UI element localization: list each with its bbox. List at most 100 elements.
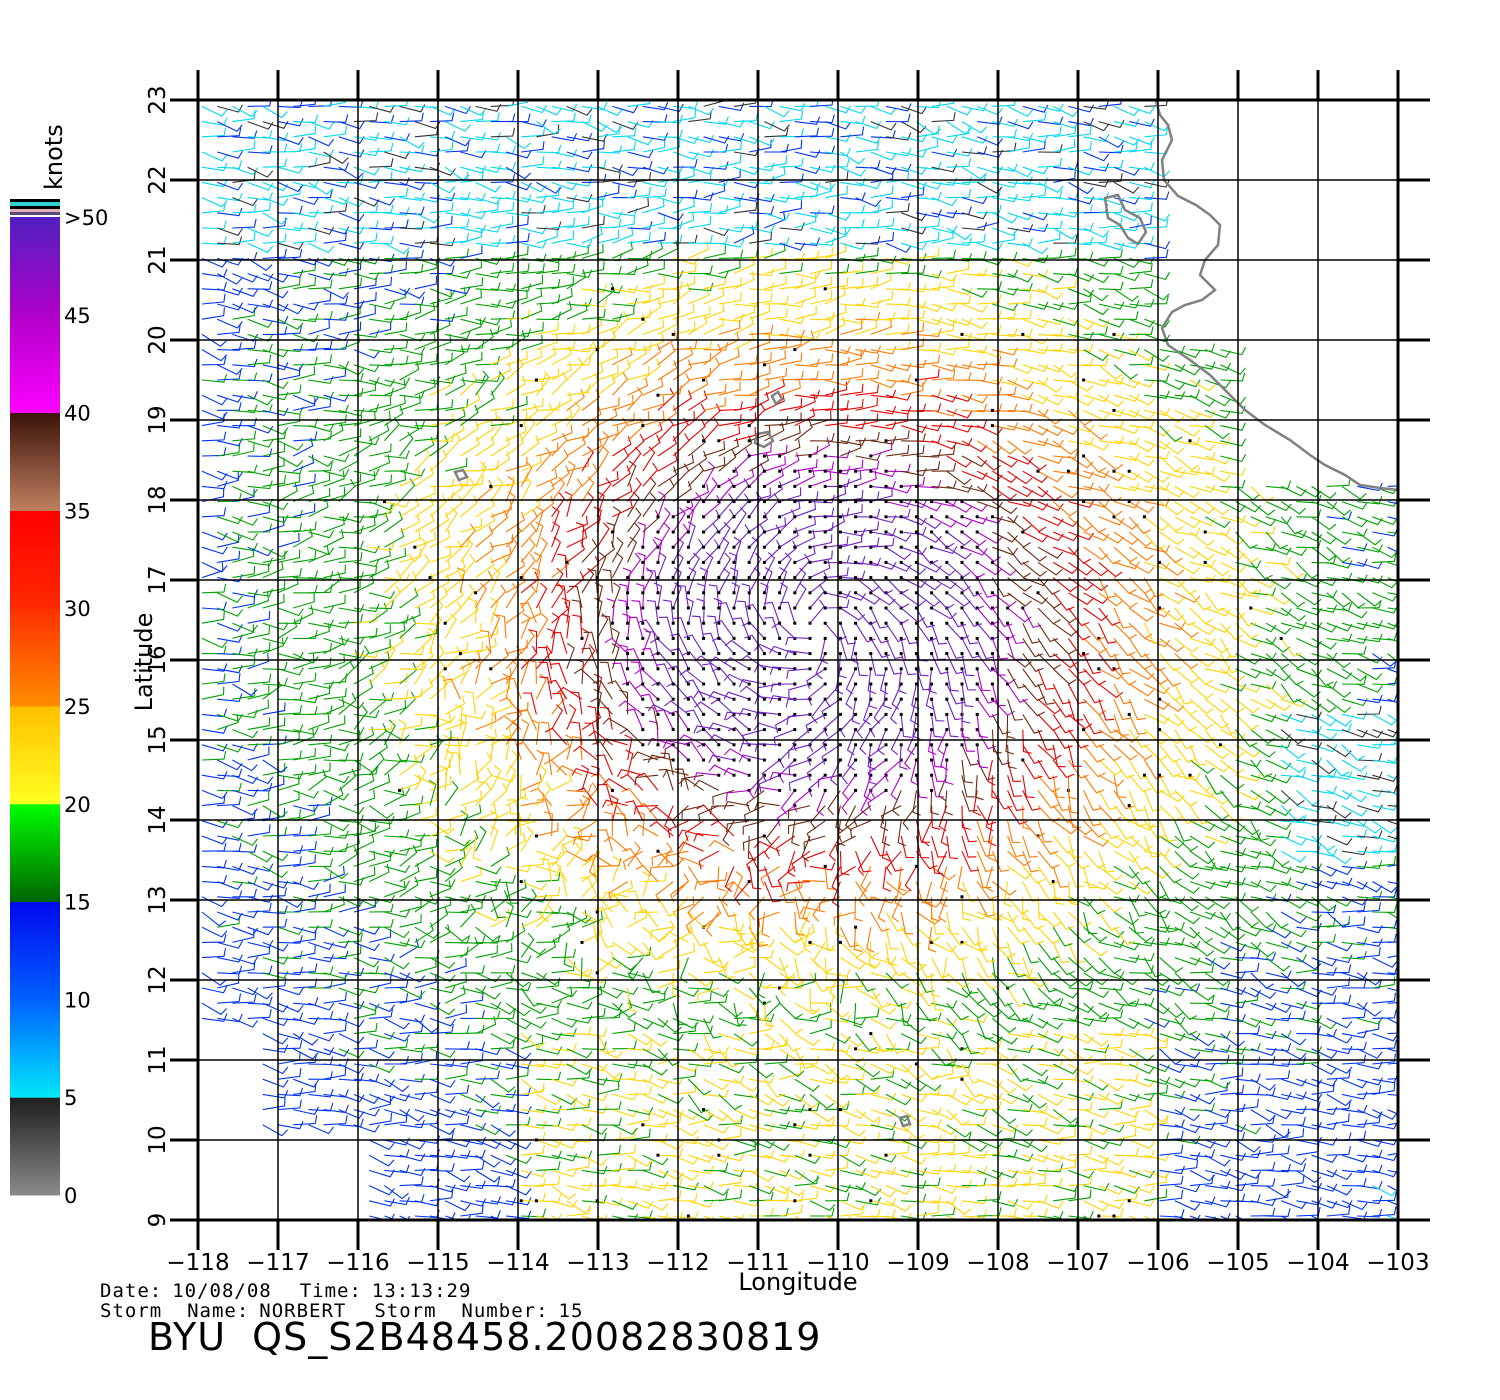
rain-flag-marker bbox=[808, 667, 812, 671]
rain-flag-marker bbox=[838, 773, 842, 777]
wind-barb bbox=[581, 1105, 608, 1114]
wind-barb bbox=[688, 1078, 712, 1096]
wind-barb bbox=[1204, 1154, 1231, 1167]
rain-flag-marker bbox=[823, 773, 827, 777]
wind-barb bbox=[475, 1105, 502, 1114]
wind-barb bbox=[764, 1207, 789, 1217]
wind-barb bbox=[429, 1093, 456, 1104]
wind-barb bbox=[399, 1176, 424, 1187]
rain-flag-marker bbox=[732, 667, 736, 671]
wind-barb-field bbox=[201, 100, 1398, 1220]
wind-barb bbox=[885, 1123, 912, 1132]
wind-barb bbox=[581, 1154, 608, 1166]
wind-barb bbox=[323, 1066, 347, 1080]
rain-flag-marker bbox=[823, 545, 827, 549]
wind-barb bbox=[1326, 1200, 1353, 1209]
wind-barb bbox=[262, 1078, 289, 1088]
rain-flag-marker bbox=[778, 697, 782, 701]
wind-barb bbox=[566, 1063, 593, 1075]
wind-barb bbox=[916, 1085, 941, 1095]
rain-flag-marker bbox=[762, 484, 766, 488]
wind-barb bbox=[840, 1048, 865, 1064]
wind-barb bbox=[399, 1044, 426, 1053]
rain-flag-marker bbox=[686, 758, 690, 762]
wind-barb bbox=[825, 1139, 851, 1149]
wind-barb bbox=[551, 1123, 578, 1132]
wind-barb bbox=[1052, 1048, 1078, 1062]
wind-barb bbox=[1205, 1212, 1231, 1220]
rain-flag-marker bbox=[732, 697, 736, 701]
wind-barb bbox=[794, 1078, 820, 1092]
wind-barb bbox=[946, 1179, 972, 1188]
wind-barb bbox=[961, 1109, 988, 1117]
wind-barb bbox=[718, 1214, 745, 1220]
wind-barb bbox=[977, 1191, 1002, 1202]
wind-barb bbox=[718, 1109, 744, 1124]
rain-flag-marker bbox=[778, 469, 782, 473]
rain-flag-marker bbox=[702, 682, 706, 686]
wind-barb bbox=[1022, 1063, 1048, 1077]
wind-barb bbox=[642, 1169, 669, 1179]
wind-barb bbox=[961, 1195, 988, 1205]
wind-barb bbox=[1281, 1056, 1306, 1066]
wind-barb bbox=[825, 1118, 851, 1127]
rain-flag-marker bbox=[869, 560, 873, 564]
wind-barb bbox=[1372, 1053, 1397, 1065]
rain-flag-marker bbox=[717, 606, 721, 610]
wind-barb bbox=[1281, 1174, 1305, 1187]
rain-flag-marker bbox=[732, 636, 736, 640]
wind-barb bbox=[566, 1093, 592, 1107]
rain-flag-marker bbox=[641, 591, 645, 595]
rain-flag-marker bbox=[884, 652, 888, 656]
rain-flag-marker bbox=[854, 469, 858, 473]
wind-barb bbox=[1250, 1078, 1276, 1091]
wind-barb bbox=[475, 1093, 500, 1109]
wind-barb bbox=[946, 1165, 973, 1174]
wind-barb bbox=[1387, 1169, 1398, 1173]
rain-flag-marker bbox=[808, 469, 812, 473]
rain-flag-marker bbox=[671, 606, 675, 610]
wind-barb bbox=[521, 1178, 546, 1187]
rain-flag-marker bbox=[686, 545, 690, 549]
wind-barb bbox=[748, 1169, 775, 1182]
rain-flag-marker bbox=[702, 728, 706, 732]
rain-flag-marker bbox=[1188, 439, 1192, 443]
wind-barb bbox=[1189, 1169, 1216, 1182]
wind-barb bbox=[1265, 1109, 1292, 1120]
rain-flag-marker bbox=[732, 484, 736, 488]
wind-barb bbox=[1007, 1200, 1034, 1210]
wind-barb bbox=[1341, 1054, 1367, 1065]
wind-barb bbox=[505, 1087, 531, 1097]
wind-barb bbox=[718, 1174, 743, 1187]
wind-barb bbox=[855, 1085, 880, 1095]
wind-barb bbox=[1053, 1158, 1077, 1171]
wind-barb bbox=[597, 1080, 620, 1095]
rain-flag-marker bbox=[884, 667, 888, 671]
rain-flag-marker bbox=[732, 469, 736, 473]
wind-barb bbox=[1174, 1093, 1201, 1102]
rain-flag-marker bbox=[656, 576, 660, 580]
wind-barb bbox=[1098, 1055, 1124, 1065]
wind-barb bbox=[916, 1039, 941, 1050]
wind-barb bbox=[688, 1048, 714, 1062]
rain-flag-marker bbox=[1112, 408, 1116, 412]
rain-flag-marker bbox=[580, 636, 584, 640]
rain-flag-marker bbox=[975, 697, 979, 701]
wind-barb bbox=[262, 1124, 288, 1137]
rain-flag-marker bbox=[823, 667, 827, 671]
rain-flag-marker bbox=[808, 1153, 812, 1157]
wind-barb bbox=[429, 1184, 456, 1193]
wind-barb bbox=[1037, 1109, 1064, 1120]
wind-barb bbox=[1068, 1175, 1093, 1187]
wind-barb bbox=[976, 1124, 1003, 1137]
wind-barb bbox=[870, 1166, 897, 1175]
wind-barb bbox=[262, 1044, 289, 1053]
wind-barb bbox=[551, 1185, 576, 1200]
rain-flag-marker bbox=[747, 545, 751, 549]
wind-barb bbox=[1372, 1185, 1398, 1197]
wind-barb bbox=[748, 1063, 774, 1079]
wind-barb bbox=[1083, 1183, 1110, 1192]
wind-barb bbox=[338, 1109, 365, 1119]
wind-barb bbox=[992, 1124, 1019, 1133]
wind-barb bbox=[368, 1185, 395, 1196]
